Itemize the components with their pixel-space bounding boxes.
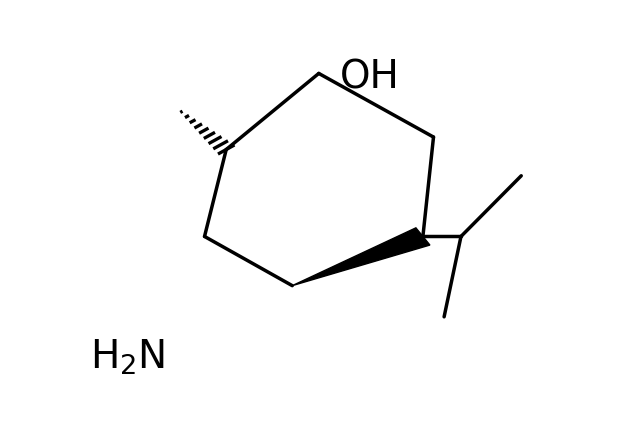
Text: $\mathregular{H_2N}$: $\mathregular{H_2N}$ xyxy=(90,338,165,377)
Text: OH: OH xyxy=(340,58,399,96)
Polygon shape xyxy=(292,228,430,286)
